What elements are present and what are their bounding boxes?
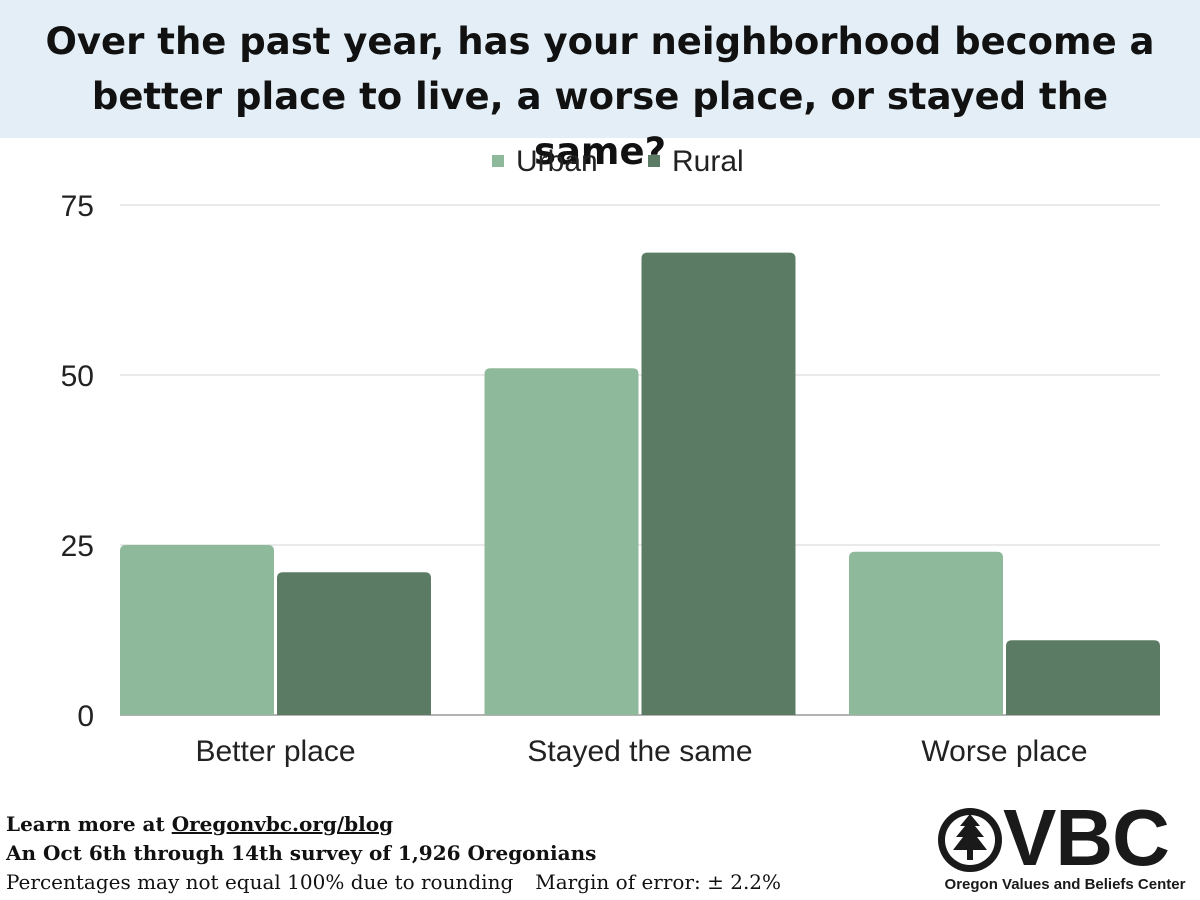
margin-of-error: Margin of error: ± 2.2% [535, 870, 782, 894]
y-tick-label-25: 25 [61, 530, 94, 563]
learn-more-prefix: Learn more at [6, 812, 172, 836]
logo-org-name: Oregon Values and Beliefs Center [944, 876, 1186, 893]
y-axis-ticks: 0 25 50 75 [61, 190, 94, 733]
x-axis-labels: Better place Stayed the same Worse place [195, 735, 1087, 768]
rounding-note: Percentages may not equal 100% due to ro… [6, 870, 514, 894]
y-tick-label-75: 75 [61, 190, 94, 223]
legend-swatch-rural [648, 155, 660, 167]
bar-urban-better-place [120, 545, 274, 715]
title-line-1: Over the past year, has your neighborhoo… [45, 20, 1155, 63]
bar-rural-worse-place [1006, 640, 1160, 715]
x-tick-label-0: Better place [195, 735, 355, 768]
legend-swatch-urban [492, 155, 504, 167]
survey-info: An Oct 6th through 14th survey of 1,926 … [6, 841, 597, 865]
pine-tree-icon [938, 808, 1002, 872]
blog-link[interactable]: Oregonvbc.org/blog [171, 812, 394, 836]
learn-more-line: Learn more at Oregonvbc.org/blog [6, 810, 781, 839]
y-tick-label-0: 0 [77, 700, 94, 733]
bars [120, 252, 1160, 715]
chart-title: Over the past year, has your neighborhoo… [40, 14, 1160, 179]
legend: Urban Rural [492, 145, 744, 178]
gridlines [120, 204, 1160, 716]
notes-line: Percentages may not equal 100% due to ro… [6, 868, 781, 897]
x-tick-label-2: Worse place [921, 735, 1087, 768]
footer: Learn more at Oregonvbc.org/blog An Oct … [6, 810, 781, 897]
bar-rural-stayed-the-same [641, 252, 796, 715]
y-tick-label-50: 50 [61, 360, 94, 393]
bar-urban-worse-place [849, 551, 1003, 715]
title-band [0, 0, 1200, 138]
logo-letters: VBC [1003, 793, 1170, 882]
legend-label-urban: Urban [516, 145, 598, 178]
x-tick-label-1: Stayed the same [527, 735, 752, 768]
bar-chart: Urban Rural 0 25 50 75 Better place Stayed th… [61, 145, 1160, 768]
title-line-2: better place to live, a worse place, or … [91, 75, 1109, 173]
legend-label-rural: Rural [672, 145, 744, 178]
vbc-logo [938, 808, 1002, 872]
bar-rural-better-place [277, 572, 431, 715]
bar-urban-stayed-the-same [484, 368, 639, 715]
